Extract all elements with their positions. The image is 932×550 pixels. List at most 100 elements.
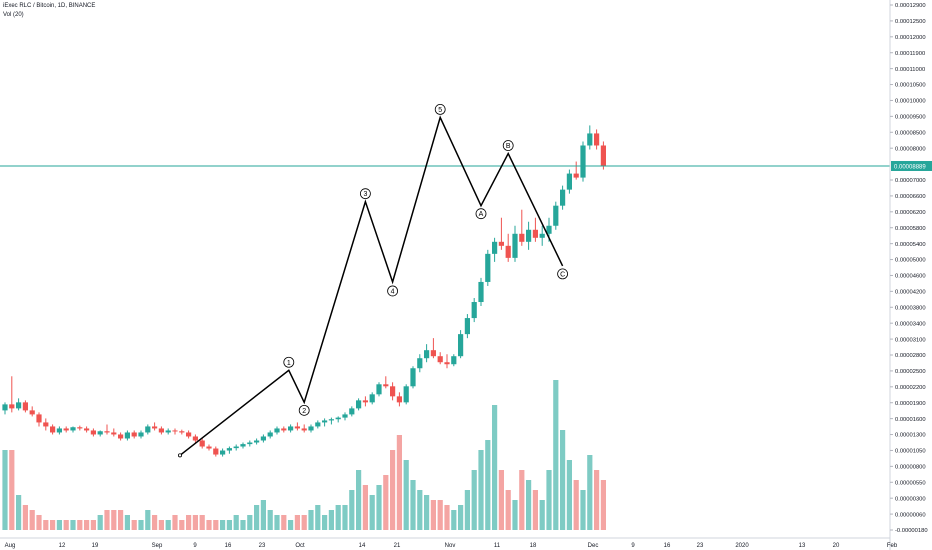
candle-body	[349, 408, 355, 415]
candle-body	[430, 350, 436, 357]
candle	[553, 201, 559, 230]
candle	[281, 426, 287, 433]
candle	[165, 428, 171, 435]
candle-body	[342, 414, 348, 418]
volume-bar	[478, 450, 484, 530]
candle	[16, 398, 22, 411]
candle	[199, 438, 205, 449]
time-tick-label: Sep	[152, 543, 163, 549]
candle-body	[233, 446, 239, 449]
wave-origin-marker	[177, 453, 182, 458]
candle-body	[566, 173, 572, 190]
price-tick-label: 0.00004200	[895, 290, 926, 296]
price-tick-label: 0.00011000	[895, 67, 925, 73]
candle-body	[118, 434, 124, 439]
candle-body	[444, 362, 450, 365]
price-tick-label: 0.00000300	[895, 496, 926, 502]
candle-body	[186, 432, 192, 437]
time-tick-label: 14	[359, 543, 366, 549]
candle	[267, 430, 273, 439]
candle	[308, 424, 314, 433]
candle	[322, 418, 328, 427]
price-tick-label: 0.00003400	[895, 321, 926, 327]
volume-bar	[464, 490, 470, 530]
candle-body	[322, 420, 328, 423]
candle	[63, 426, 69, 433]
candle	[451, 354, 457, 367]
volume-bar	[247, 515, 253, 530]
volume-bar	[260, 500, 266, 530]
candle-body	[70, 427, 76, 431]
candle	[90, 428, 96, 437]
time-tick-label: 12	[59, 543, 66, 549]
time-tick-label: 19	[92, 543, 99, 549]
candle	[390, 382, 396, 401]
time-tick-label: Feb	[887, 543, 898, 549]
volume-bar	[63, 520, 69, 530]
volume-bar	[186, 515, 192, 530]
price-tick-label: 0.00005800	[895, 226, 926, 232]
candle	[254, 438, 260, 445]
volume-bar	[16, 495, 22, 530]
candle	[186, 430, 192, 439]
candle	[179, 429, 185, 435]
volume-bar	[430, 500, 436, 530]
volume-bar	[566, 460, 572, 530]
candle-body	[553, 205, 559, 226]
volume-bar	[539, 500, 545, 530]
candle	[247, 440, 253, 447]
volume-bar	[315, 505, 321, 530]
candle	[220, 448, 226, 457]
wave-label: 1	[287, 360, 291, 367]
volume-bar	[90, 520, 96, 530]
price-tick-label: 0.00001600	[895, 417, 926, 423]
candle-body	[383, 384, 389, 387]
elliott-wave-drawing: 1 2 3 4 5 A B C	[177, 103, 568, 458]
candle	[485, 249, 491, 286]
volume-bar	[240, 520, 246, 530]
candle	[138, 430, 144, 439]
time-tick-label: 23	[697, 543, 704, 549]
candle-body	[308, 426, 314, 431]
candle-body	[240, 444, 246, 447]
volume-bar	[50, 520, 56, 530]
candle	[104, 424, 110, 435]
volume-label: Vol (20)	[3, 12, 24, 18]
candle-body	[458, 334, 464, 357]
volume-bars	[2, 380, 606, 530]
price-tick-label: 0.00012000	[895, 35, 926, 41]
volume-bar	[376, 485, 382, 530]
volume-bar	[70, 520, 76, 530]
volume-bar	[587, 455, 593, 530]
candle-body	[43, 422, 49, 427]
price-tick-label: 0.00002500	[895, 369, 926, 375]
candle-body	[179, 431, 185, 433]
candle-body	[247, 442, 253, 445]
candle	[172, 428, 178, 435]
candle-body	[274, 428, 280, 433]
candle	[145, 424, 151, 435]
candle-body	[84, 428, 90, 431]
candle	[430, 338, 436, 359]
volume-bar	[274, 515, 280, 530]
price-tick-label: 0.00004600	[895, 274, 926, 280]
candle	[233, 444, 239, 451]
candle-body	[505, 245, 511, 258]
candle	[478, 277, 484, 307]
volume-bar	[526, 480, 532, 530]
candle-body	[267, 432, 273, 437]
volume-bar	[335, 505, 341, 530]
volume-bar	[131, 520, 137, 530]
candle-body	[16, 402, 22, 409]
candle-body	[485, 253, 491, 282]
volume-bar	[485, 440, 491, 530]
candle	[43, 418, 49, 431]
wave-label: C	[560, 271, 565, 278]
candle	[505, 233, 511, 262]
candle-body	[512, 233, 518, 258]
candle	[152, 422, 158, 431]
candle	[124, 430, 130, 441]
candle	[512, 225, 518, 262]
